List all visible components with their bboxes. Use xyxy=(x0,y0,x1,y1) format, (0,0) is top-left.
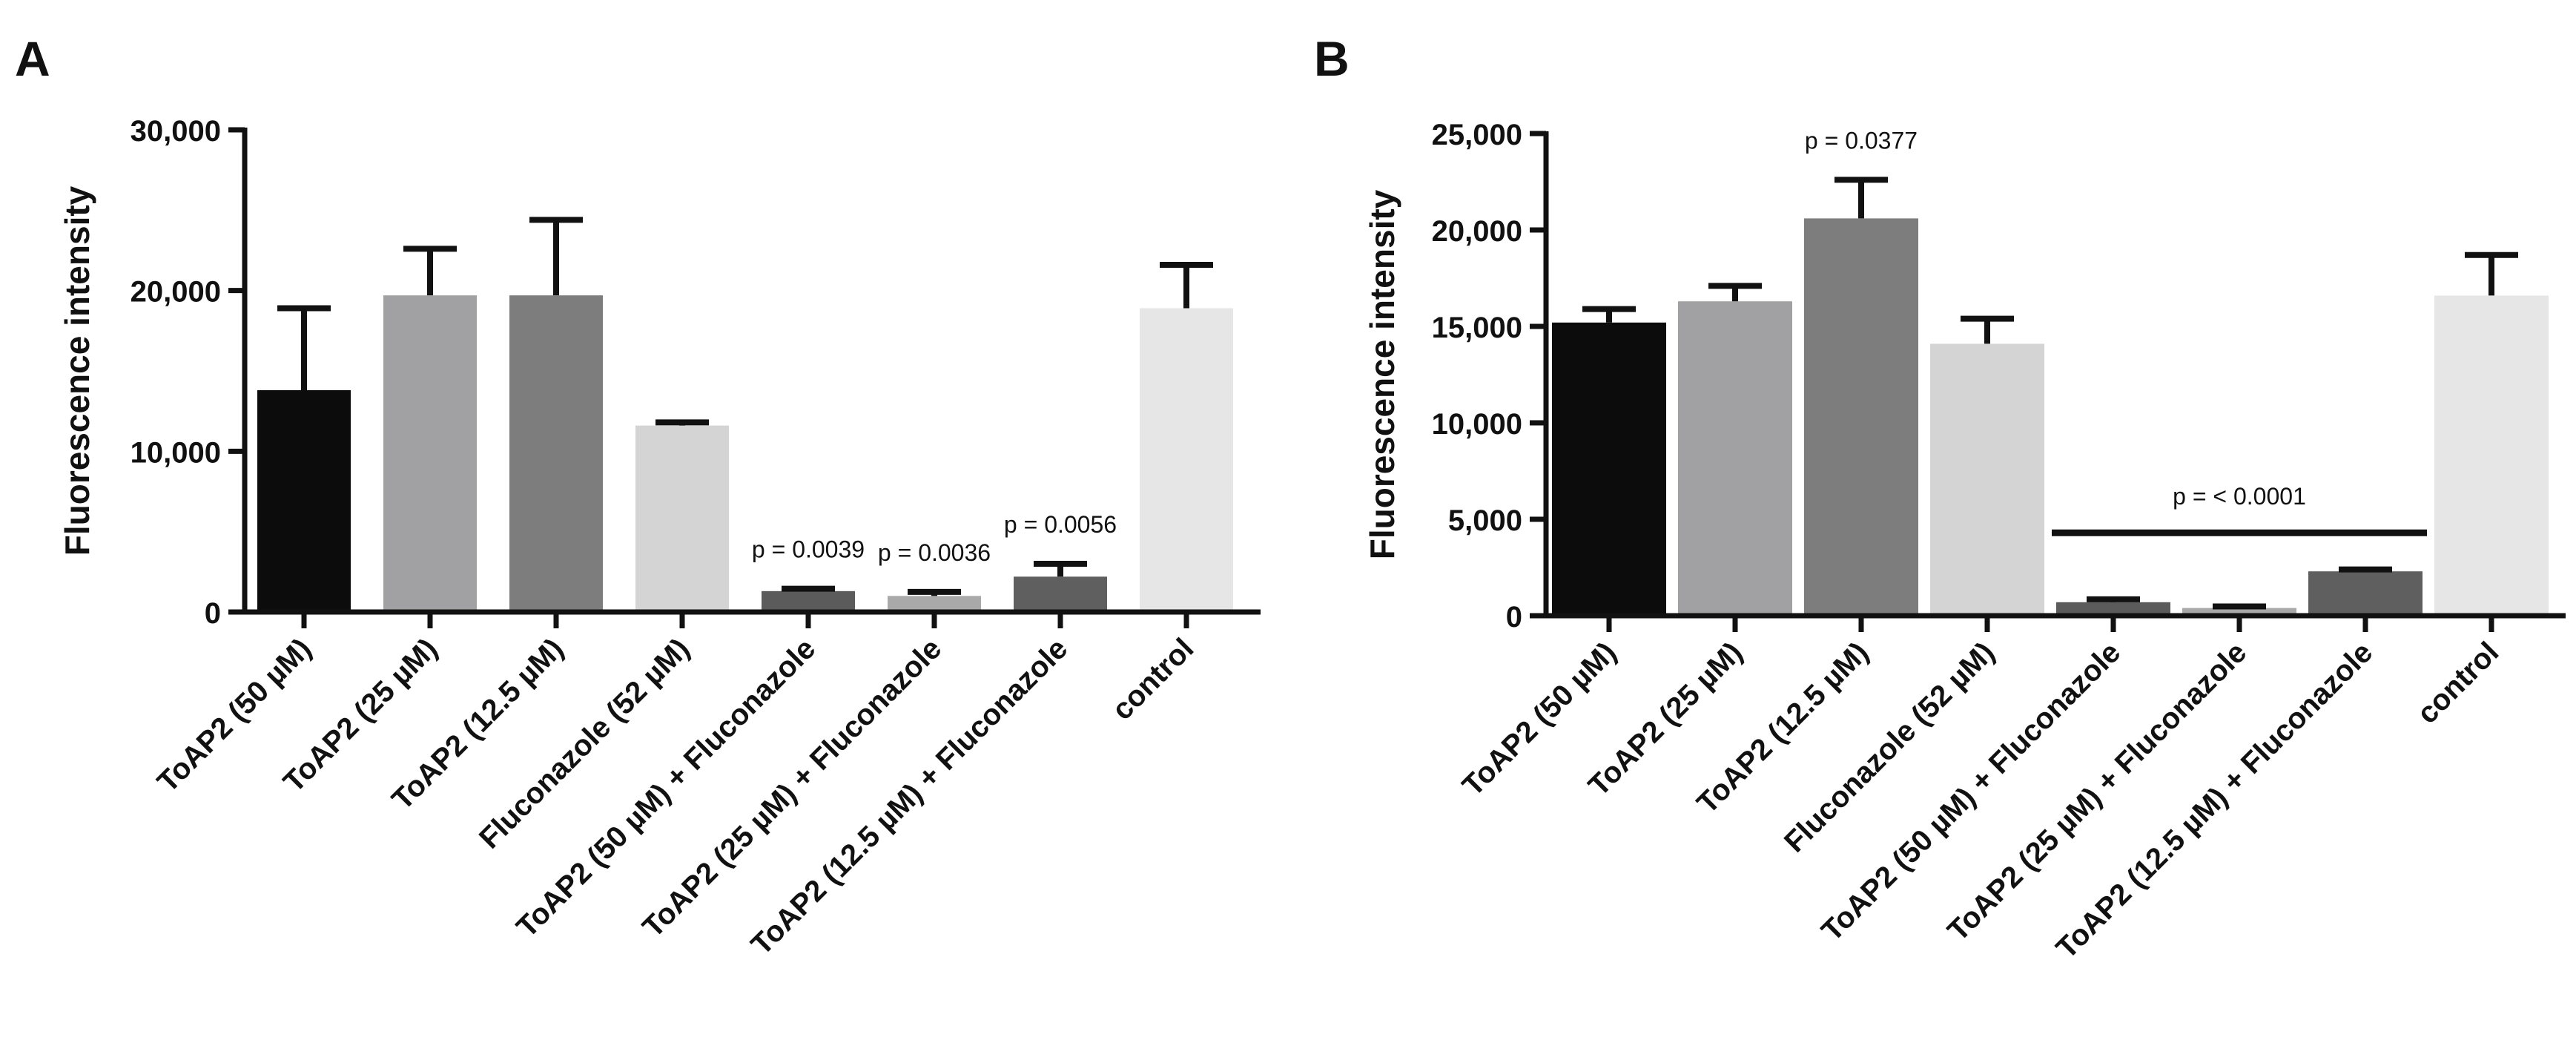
y-tick-label-1: 10,000 xyxy=(131,436,221,469)
p-value-label-2: p = < 0.0001 xyxy=(2173,483,2306,510)
panel-letter: A xyxy=(15,31,50,86)
p-value-label-1: p = 0.0377 xyxy=(1805,127,1918,154)
p-value-label-3: p = 0.0056 xyxy=(1004,511,1117,538)
bar-2 xyxy=(383,295,477,612)
category-label-4: Fluconazole (52 µM) xyxy=(473,632,696,855)
bar-3 xyxy=(509,295,603,612)
bar-5 xyxy=(762,590,855,612)
bar-1 xyxy=(1552,322,1666,616)
bar-5 xyxy=(2056,602,2170,616)
bar-1 xyxy=(257,390,351,612)
y-tick-label-2: 10,000 xyxy=(1432,408,1522,441)
bar-8 xyxy=(2434,295,2549,616)
bar-6 xyxy=(888,596,981,612)
bar-3 xyxy=(1804,218,1918,616)
bar-4 xyxy=(635,425,729,612)
p-value-label-1: p = 0.0039 xyxy=(752,536,865,563)
panel-a: A Fluorescence intensity 0 10,000 20,000 30,0… xyxy=(15,31,1261,961)
bar-8 xyxy=(1140,308,1233,612)
y-tick-label-3: 30,000 xyxy=(131,115,221,148)
y-tick-label-1: 5,000 xyxy=(1448,504,1522,537)
bar-6 xyxy=(2182,608,2296,616)
category-label-8: control xyxy=(1106,632,1200,726)
y-tick-label-0: 0 xyxy=(1506,601,1522,634)
y-tick-label-0: 0 xyxy=(205,597,221,630)
y-axis-title: Fluorescence intensity xyxy=(1363,189,1401,559)
bar-7 xyxy=(1014,576,1107,612)
panel-b: B Fluorescence intensity 0 5,000 10,000 15,00… xyxy=(1314,31,2566,965)
y-tick-label-3: 15,000 xyxy=(1432,312,1522,344)
y-axis-title: Fluorescence intensity xyxy=(58,185,96,556)
bar-4 xyxy=(1930,343,2044,616)
panel-letter: B xyxy=(1314,31,1350,86)
category-label-8: control xyxy=(2411,636,2505,730)
y-tick-label-4: 20,000 xyxy=(1432,215,1522,248)
category-label-4: Fluconazole (52 µM) xyxy=(1778,636,2001,858)
p-value-label-2: p = 0.0036 xyxy=(878,539,991,566)
bar-7 xyxy=(2308,571,2423,616)
bar-2 xyxy=(1678,301,1792,616)
y-tick-label-2: 20,000 xyxy=(131,276,221,309)
y-tick-label-5: 25,000 xyxy=(1432,119,1522,151)
